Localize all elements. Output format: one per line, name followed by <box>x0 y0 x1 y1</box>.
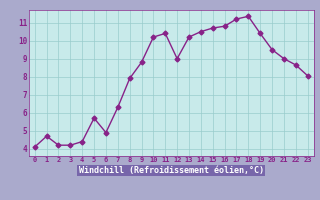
X-axis label: Windchill (Refroidissement éolien,°C): Windchill (Refroidissement éolien,°C) <box>79 166 264 175</box>
